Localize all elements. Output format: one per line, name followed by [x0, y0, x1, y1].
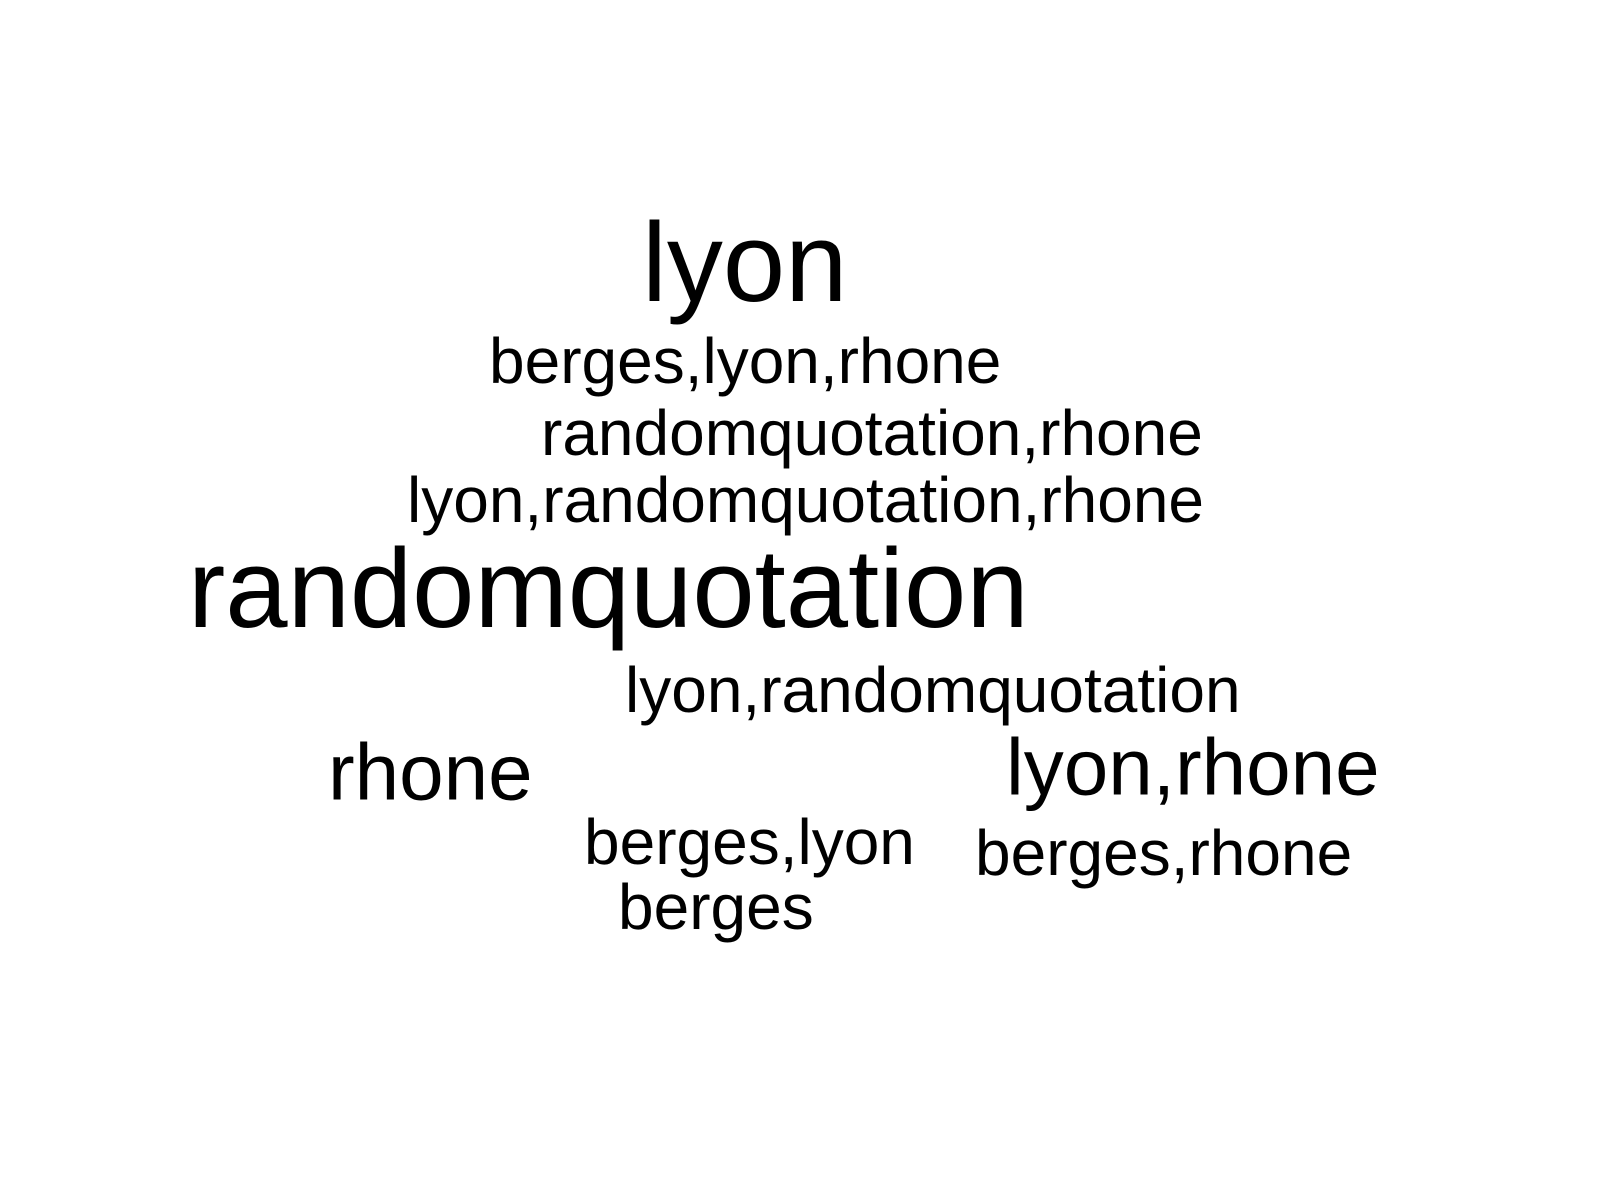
- word-lyon-rhone: lyon,rhone: [1006, 722, 1380, 812]
- word-berges-lyon: berges,lyon: [584, 806, 915, 879]
- word-berges: berges: [618, 871, 814, 944]
- word-lyon-randomquotation-rhone: lyon,randomquotation,rhone: [407, 464, 1204, 537]
- word-rhone: rhone: [328, 727, 533, 817]
- word-lyon-randomquotation: lyon,randomquotation: [625, 654, 1241, 727]
- word-lyon: lyon: [642, 199, 848, 325]
- word-randomquotation: randomquotation: [188, 525, 1029, 651]
- word-berges-rhone: berges,rhone: [975, 817, 1353, 890]
- word-randomquotation-rhone: randomquotation,rhone: [541, 397, 1203, 470]
- word-berges-lyon-rhone: berges,lyon,rhone: [489, 325, 1002, 398]
